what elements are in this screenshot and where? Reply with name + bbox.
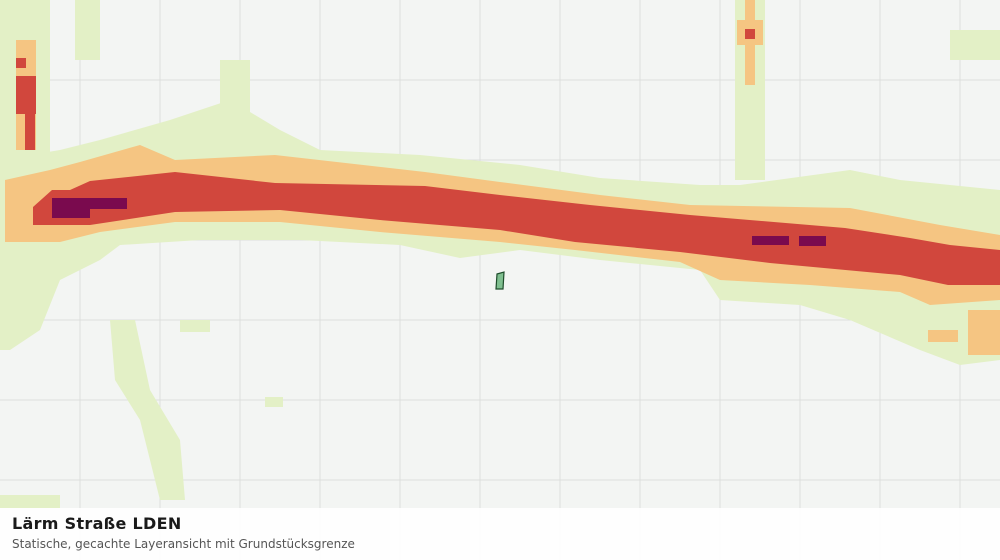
layer-title: Lärm Straße LDEN — [12, 514, 182, 533]
noise-zone-max — [52, 198, 826, 246]
noise-area — [75, 0, 100, 60]
noise-area — [968, 310, 1000, 355]
noise-area — [16, 76, 36, 114]
noise-zone-high — [16, 29, 1000, 285]
noise-area — [110, 320, 185, 500]
noise-area — [16, 58, 26, 68]
noise-area — [52, 198, 127, 218]
noise-area — [928, 330, 958, 342]
caption-panel: Lärm Straße LDEN Statische, gecachte Lay… — [0, 508, 1000, 560]
noise-area — [265, 397, 283, 407]
parcel-boundary — [495, 271, 505, 290]
noise-area — [799, 236, 826, 246]
noise-area — [25, 114, 35, 150]
noise-area — [0, 495, 60, 508]
noise-area — [950, 30, 1000, 60]
noise-area — [745, 29, 755, 39]
noise-area — [180, 320, 210, 332]
noise-area — [220, 60, 250, 160]
layer-subtitle: Statische, gecachte Layeransicht mit Gru… — [12, 537, 355, 551]
noise-area — [752, 236, 789, 245]
noise-area — [33, 172, 1000, 285]
